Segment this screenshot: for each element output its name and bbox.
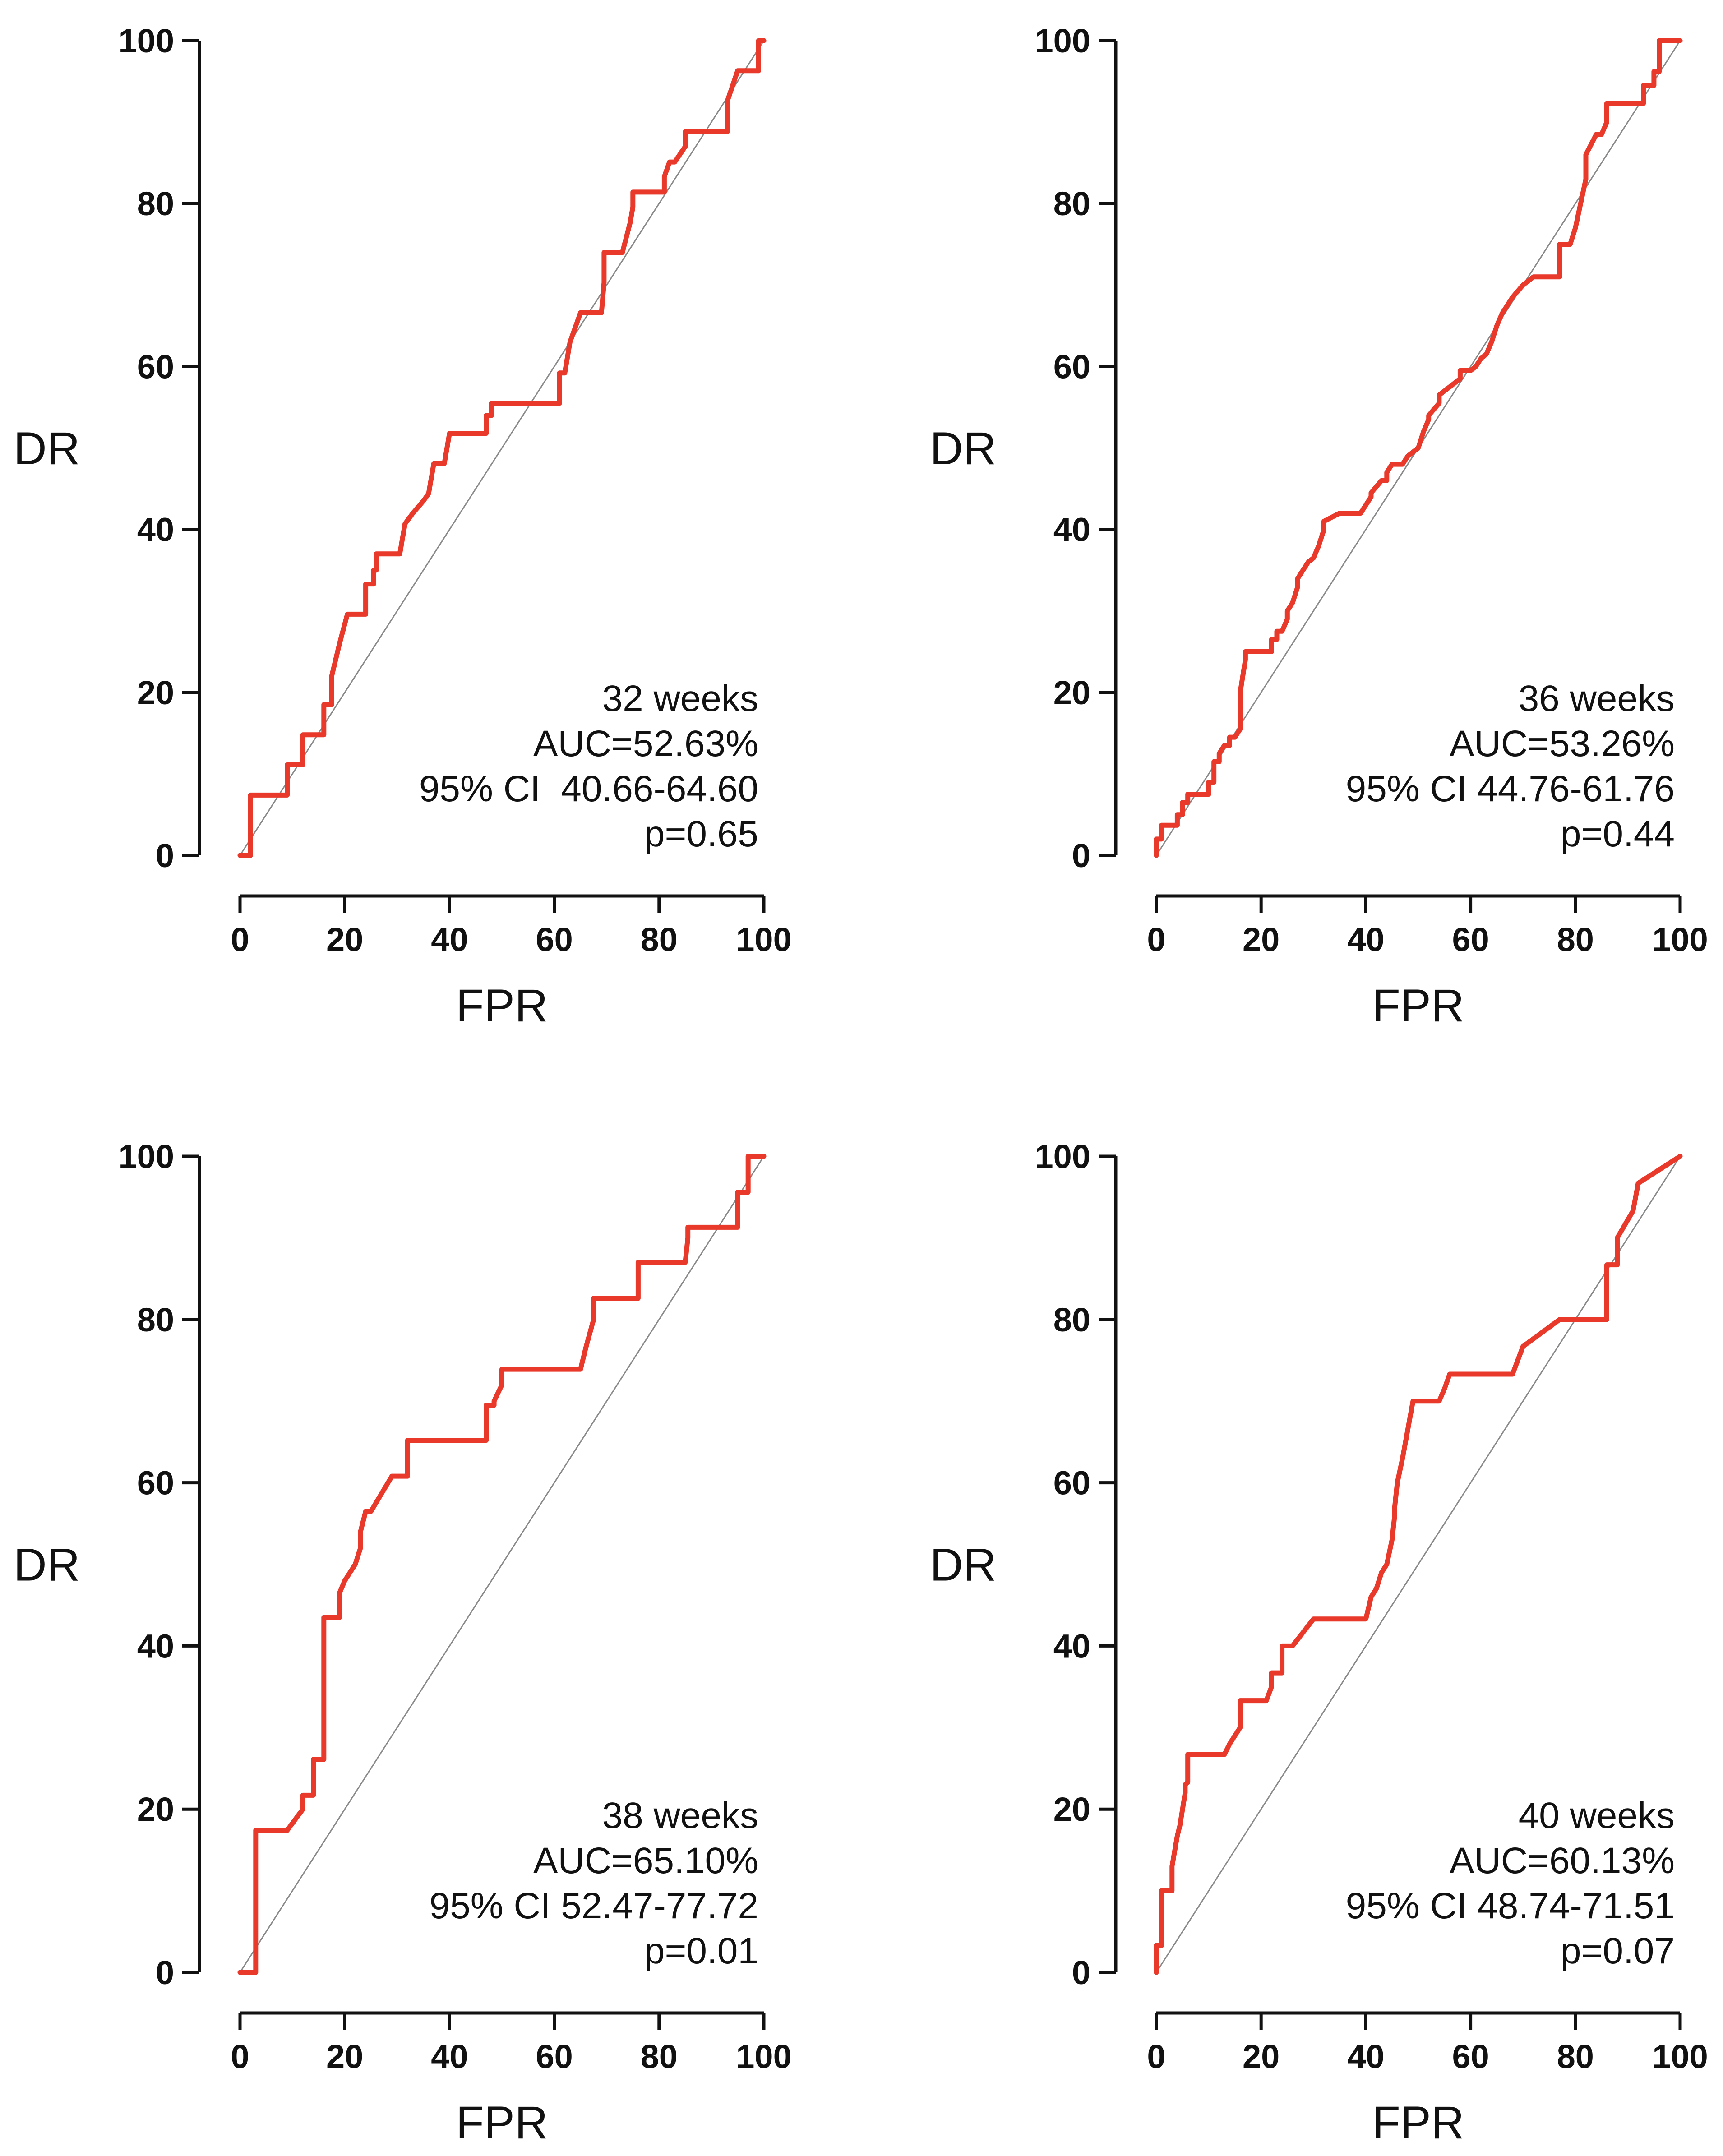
annotation-auc: AUC=53.26%	[1450, 723, 1675, 764]
x-tick-label: 100	[736, 2038, 791, 2075]
y-axis-title: DR	[930, 423, 996, 474]
y-tick-label: 60	[1053, 348, 1090, 385]
x-axis-title: FPR	[456, 2097, 548, 2148]
x-tick-label: 60	[536, 2038, 573, 2075]
annotation-title: 36 weeks	[1519, 678, 1675, 719]
reference-diagonal	[239, 40, 765, 856]
annotation-ci: 95% CI 52.47-77.72	[430, 1885, 758, 1926]
x-tick-label: 60	[536, 921, 573, 958]
y-tick-label: 0	[1072, 1954, 1090, 1991]
y-tick-label: 40	[137, 511, 174, 549]
y-tick-label: 40	[1053, 1627, 1090, 1665]
x-tick-label: 0	[1147, 2038, 1165, 2075]
x-tick-label: 40	[1347, 921, 1384, 958]
annotation-p: p=0.44	[1561, 813, 1675, 854]
x-tick-label: 80	[1557, 2038, 1594, 2075]
x-tick-label: 80	[1557, 921, 1594, 958]
x-tick-label: 40	[431, 921, 468, 958]
annotation-p: p=0.07	[1561, 1930, 1675, 1971]
y-tick-label: 60	[137, 1464, 174, 1502]
y-axis-title: DR	[14, 423, 80, 474]
roc-curve	[237, 1154, 767, 1975]
annotation-p: p=0.01	[644, 1930, 758, 1971]
x-tick-label: 100	[736, 921, 791, 958]
annotation-auc: AUC=52.63%	[533, 723, 758, 764]
y-tick-label: 40	[1053, 511, 1090, 549]
x-tick-label: 60	[1452, 921, 1489, 958]
y-tick-label: 20	[1053, 1791, 1090, 1828]
y-tick-label: 60	[137, 348, 174, 385]
annotation-ci: 95% CI 44.76-61.76	[1346, 768, 1675, 809]
annotation-ci: 95% CI 48.74-71.51	[1346, 1885, 1675, 1926]
y-tick-label: 80	[137, 1301, 174, 1339]
y-tick-label: 100	[1035, 1138, 1090, 1175]
x-axis-title: FPR	[1372, 2097, 1464, 2148]
roc-curve	[1154, 38, 1683, 858]
y-tick-label: 80	[1053, 185, 1090, 222]
x-tick-label: 80	[641, 921, 678, 958]
y-tick-label: 100	[119, 1138, 174, 1175]
y-tick-label: 80	[137, 185, 174, 222]
annotation-title: 38 weeks	[602, 1795, 758, 1836]
x-tick-label: 40	[1347, 2038, 1384, 2075]
y-axis-title: DR	[14, 1539, 80, 1591]
x-tick-label: 100	[1652, 2038, 1708, 2075]
reference-diagonal	[239, 1156, 765, 1973]
roc-curve	[1154, 1154, 1683, 1975]
x-tick-label: 100	[1652, 921, 1708, 958]
x-tick-label: 80	[641, 2038, 678, 2075]
x-tick-label: 40	[431, 2038, 468, 2075]
y-tick-label: 80	[1053, 1301, 1090, 1339]
x-tick-label: 20	[1243, 2038, 1280, 2075]
y-tick-label: 0	[156, 837, 174, 874]
y-tick-label: 100	[1035, 22, 1090, 60]
annotation-p: p=0.65	[644, 813, 758, 854]
x-tick-label: 0	[1147, 921, 1165, 958]
y-tick-label: 20	[1053, 674, 1090, 711]
annotation-auc: AUC=60.13%	[1450, 1840, 1675, 1881]
roc-panel-1: 0 20 40 60 80 100 0 20 40 60 80 100 FPR DR 36 weeksAUC…	[930, 22, 1708, 1031]
x-axis-title: FPR	[456, 980, 548, 1031]
x-tick-label: 0	[231, 2038, 249, 2075]
y-tick-label: 60	[1053, 1464, 1090, 1502]
y-tick-label: 20	[137, 1791, 174, 1828]
reference-diagonal	[1155, 1156, 1681, 1973]
y-tick-label: 20	[137, 674, 174, 711]
roc-panel-0: 0 20 40 60 80 100 0 20 40 60 80 100 FPR DR 32 weeksAUC…	[14, 22, 792, 1031]
roc-panel-3: 0 20 40 60 80 100 0 20 40 60 80 100 FPR DR 40 weeksAUC…	[930, 1138, 1708, 2148]
x-tick-label: 20	[326, 921, 363, 958]
x-tick-label: 20	[326, 2038, 363, 2075]
x-axis-title: FPR	[1372, 980, 1464, 1031]
annotation-title: 32 weeks	[602, 678, 758, 719]
annotation-auc: AUC=65.10%	[533, 1840, 758, 1881]
annotation-ci: 95% CI 40.66-64.60	[419, 768, 758, 809]
y-tick-label: 40	[137, 1627, 174, 1665]
y-tick-label: 100	[119, 22, 174, 60]
roc-panel-2: 0 20 40 60 80 100 0 20 40 60 80 100 FPR DR 38 weeksAUC…	[14, 1138, 792, 2148]
roc-curve	[237, 38, 767, 858]
x-tick-label: 20	[1243, 921, 1280, 958]
y-axis-title: DR	[930, 1539, 996, 1591]
x-tick-label: 60	[1452, 2038, 1489, 2075]
y-tick-label: 0	[1072, 837, 1090, 874]
y-tick-label: 0	[156, 1954, 174, 1991]
annotation-title: 40 weeks	[1519, 1795, 1675, 1836]
x-tick-label: 0	[231, 921, 249, 958]
